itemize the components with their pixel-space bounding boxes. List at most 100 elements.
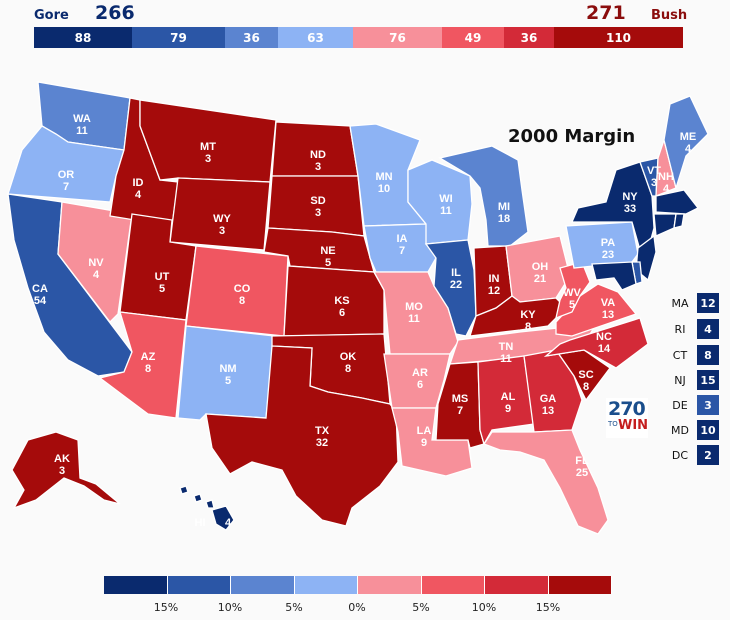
state-abbr-label: HI [195,517,206,529]
state-abbr-label: IA [397,233,408,245]
state-tx[interactable] [205,345,399,527]
state-ks[interactable] [283,265,385,337]
legend-swatch [167,576,231,594]
state-ev-label: 11 [500,353,512,365]
legend-tick: 5% [285,601,303,614]
state-ev-label: 3 [219,225,225,237]
state-abbr-label: SC [578,369,593,381]
small-state-ri[interactable]: RI 4 [667,319,727,341]
state-abbr-label: IL [451,267,461,279]
state-fl[interactable] [483,429,609,535]
state-ev-label: 8 [145,363,151,375]
small-state-abbr: CT [672,349,688,362]
state-ev-label: 4 [685,143,692,155]
gore-label: Gore [34,8,69,23]
state-ev-label: 6 [417,379,423,391]
state-pa[interactable] [565,221,639,269]
small-state-ct[interactable]: CT 8 [667,345,727,367]
state-ev-label: 3 [59,465,65,477]
state-ri-map[interactable] [673,213,685,229]
state-ev-label: 11 [76,125,88,137]
state-abbr-label: ME [680,131,697,143]
small-state-abbr: RI [674,323,686,336]
state-md-map[interactable] [591,261,637,291]
state-abbr-label: MI [498,201,510,213]
state-abbr-label: VT [647,165,661,177]
state-nc[interactable] [543,317,649,369]
small-state-abbr: MD [671,424,689,437]
margin-legend [104,576,612,594]
legend-tick: 15% [153,601,179,614]
state-abbr-label: IN [489,273,500,285]
legend-swatch [294,576,358,594]
state-abbr-label: AZ [141,351,156,363]
state-ev-label: 3 [651,177,657,189]
state-ev-label: 21 [534,273,546,285]
small-state-ev: 3 [697,395,719,415]
small-state-ev: 15 [697,370,719,390]
270towin-logo[interactable]: 270 TO WIN [606,398,648,438]
state-abbr-label: SD [310,195,325,207]
state-az[interactable] [98,311,187,419]
state-va[interactable] [555,283,638,337]
state-ev-label: 54 [34,295,47,307]
state-abbr-label: NY [622,191,638,203]
state-ev-label: 33 [624,203,636,215]
small-state-nj[interactable]: NJ 15 [667,370,727,392]
state-ar[interactable] [383,353,451,409]
state-abbr-label: MS [452,393,469,405]
legend-swatch [104,576,168,594]
state-ev-label: 3 [315,161,321,173]
legend-swatch [485,576,549,594]
state-abbr-label: ID [133,177,144,189]
summary-segment: 49 [442,27,504,48]
state-wv[interactable] [555,261,591,320]
state-ev-label: 12 [488,285,500,297]
state-ev-label: 7 [457,405,463,417]
state-ev-label: 7 [399,245,405,257]
state-ev-label: 4 [225,517,232,529]
map-title: 2000 Margin [508,126,636,147]
state-la[interactable] [391,407,473,477]
small-state-de[interactable]: DE 3 [667,395,727,417]
state-abbr-label: AL [501,391,516,403]
state-me[interactable] [663,95,709,191]
bush-electoral-total: 271 [586,2,626,24]
summary-segment: 88 [34,27,132,48]
state-ak[interactable] [11,431,121,510]
state-hi[interactable] [179,485,235,531]
state-ev-label: 18 [498,213,510,225]
state-ct-map[interactable] [653,213,677,237]
state-abbr-label: ND [310,149,326,161]
state-abbr-label: OH [532,261,549,273]
state-ev-label: 4 [93,269,100,281]
state-abbr-label: CA [32,283,48,295]
logo-number: 270 [608,398,646,420]
state-abbr-label: OK [340,351,357,363]
state-ev-label: 9 [421,437,427,449]
legend-swatch [358,576,422,594]
state-abbr-label: LA [417,425,432,437]
small-state-abbr: NJ [674,374,686,387]
state-ev-label: 13 [602,309,614,321]
small-state-dc[interactable]: DC 2 [667,445,727,467]
state-abbr-label: MO [405,301,423,313]
state-ev-label: 10 [378,183,390,195]
summary-segment: 110 [554,27,683,48]
small-state-abbr: MA [671,297,689,310]
state-abbr-label: TN [499,341,514,353]
small-state-md[interactable]: MD 10 [667,420,727,442]
electoral-summary-bar: 88 79 36 63 76 49 36 110 [34,27,683,48]
logo-win: WIN [618,418,649,433]
state-ev-label: 11 [440,205,452,217]
summary-segment: 76 [353,27,442,48]
state-abbr-label: CO [234,283,251,295]
small-state-ma[interactable]: MA 12 [667,293,727,315]
state-ev-label: 8 [239,295,245,307]
state-il[interactable] [424,239,477,337]
state-ma-map[interactable] [655,189,699,215]
summary-segment: 36 [504,27,554,48]
small-state-ev: 4 [697,319,719,339]
state-abbr-label: PA [601,237,616,249]
